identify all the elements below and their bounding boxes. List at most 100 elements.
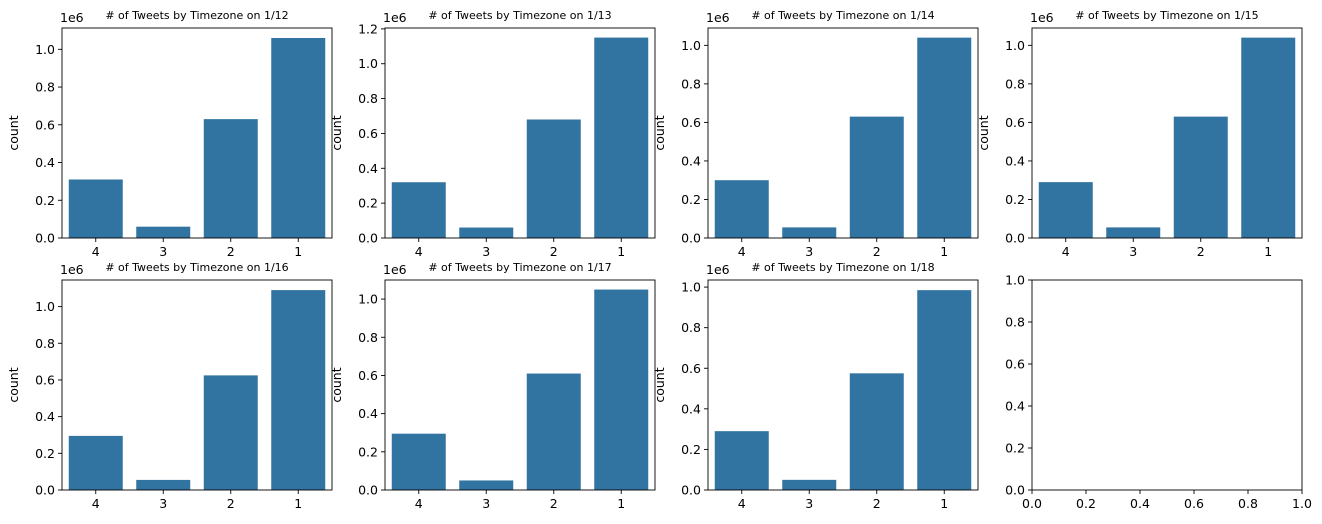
- x-tick-label: 0.8: [1238, 496, 1258, 511]
- y-tick-label: 0.2: [35, 193, 55, 208]
- y-tick-label: 0.0: [681, 483, 701, 498]
- y-tick-label: 1.0: [1005, 273, 1025, 288]
- y-tick-label: 0.2: [681, 442, 701, 457]
- x-tick-label: 1: [940, 244, 948, 259]
- y-tick-label: 0.4: [1005, 399, 1025, 414]
- x-tick-label: 0.0: [1022, 496, 1042, 511]
- y-axis-label: count: [652, 115, 667, 150]
- y-tick-label: 0.6: [681, 361, 701, 376]
- subplot: 0.0 0.2 0.4 0.6 0.8 1.0 4 3 2 1 count 1e6 # of Tweet…: [6, 9, 333, 259]
- y-tick-label: 0.8: [681, 320, 701, 335]
- y-tick-label: 0.4: [358, 406, 378, 421]
- y-tick-label: 0.6: [681, 115, 701, 130]
- y-tick-label: 0.0: [358, 483, 378, 498]
- x-tick-label: 3: [805, 244, 813, 259]
- y-tick-label: 1.0: [1005, 38, 1025, 53]
- y-offset-label: 1e6: [706, 10, 730, 25]
- y-tick-label: 0.4: [681, 153, 701, 168]
- x-tick-label: 4: [92, 244, 100, 259]
- y-tick-label: 0.2: [358, 444, 378, 459]
- bar: [714, 431, 769, 490]
- y-tick-label: 1.0: [35, 299, 55, 314]
- y-axis-label: count: [329, 367, 344, 402]
- bar: [271, 290, 326, 490]
- bar: [459, 227, 514, 238]
- y-tick-label: 1.0: [358, 292, 378, 307]
- x-tick-label: 1: [940, 496, 948, 511]
- y-offset-label: 1e6: [1030, 10, 1054, 25]
- x-tick-label: 1: [294, 244, 302, 259]
- y-offset-label: 1e6: [706, 262, 730, 277]
- bar: [917, 37, 972, 238]
- plot-title: # of Tweets by Timezone on 1/16: [105, 261, 288, 274]
- bar: [391, 182, 446, 238]
- y-axis-label: count: [976, 115, 991, 150]
- subplot: 0.0 0.2 0.4 0.6 0.8 1.0 4 3 2 1 count 1e6 # of Tweet…: [652, 9, 979, 259]
- y-axis-label: count: [6, 115, 21, 150]
- axes-frame: [1031, 27, 1303, 239]
- plot-title: # of Tweets by Timezone on 1/15: [1075, 9, 1258, 22]
- x-tick-label: 4: [415, 496, 423, 511]
- axes-frame: [384, 279, 656, 491]
- bar: [714, 180, 769, 238]
- y-axis-label: count: [652, 367, 667, 402]
- x-tick-label: 3: [805, 496, 813, 511]
- x-tick-label: 2: [1197, 244, 1205, 259]
- y-tick-label: 0.6: [358, 368, 378, 383]
- axes-frame: [61, 279, 333, 491]
- axes-frame: [61, 27, 333, 239]
- x-tick-label: 2: [227, 496, 235, 511]
- subplot: 0.0 0.2 0.4 0.6 0.8 1.0 1.2 4 3 2 1 count 1e6 # of Tw…: [329, 9, 656, 259]
- x-tick-label: 0.2: [1076, 496, 1096, 511]
- y-offset-label: 1e6: [60, 262, 84, 277]
- x-tick-label: 3: [1129, 244, 1137, 259]
- subplot: 0.0 0.2 0.4 0.6 0.8 1.0 4 3 2 1 count 1e6 # of Tweet…: [329, 261, 656, 511]
- y-tick-label: 0.2: [358, 196, 378, 211]
- x-tick-label: 4: [92, 496, 100, 511]
- y-tick-label: 1.0: [358, 56, 378, 71]
- bar: [917, 290, 972, 490]
- y-tick-label: 0.4: [1005, 153, 1025, 168]
- x-tick-label: 0.4: [1130, 496, 1150, 511]
- bar: [1038, 182, 1093, 238]
- x-tick-label: 1: [294, 496, 302, 511]
- bar: [68, 179, 123, 238]
- bar: [391, 433, 446, 490]
- y-tick-label: 0.8: [1005, 315, 1025, 330]
- y-axis-label: count: [6, 367, 21, 402]
- x-tick-label: 4: [415, 244, 423, 259]
- bar: [136, 479, 191, 490]
- plot-title: # of Tweets by Timezone on 1/18: [751, 261, 934, 274]
- y-tick-label: 0.4: [35, 409, 55, 424]
- bar: [459, 480, 514, 490]
- bar: [1106, 227, 1161, 238]
- y-tick-label: 0.8: [358, 91, 378, 106]
- y-tick-label: 0.0: [35, 231, 55, 246]
- y-tick-label: 0.0: [681, 231, 701, 246]
- y-tick-label: 0.8: [1005, 76, 1025, 91]
- y-axis-label: count: [329, 115, 344, 150]
- y-tick-label: 0.6: [35, 372, 55, 387]
- x-tick-label: 4: [738, 244, 746, 259]
- y-offset-label: 1e6: [383, 262, 407, 277]
- y-tick-label: 0.8: [681, 76, 701, 91]
- bar: [849, 116, 904, 238]
- x-tick-label: 3: [159, 244, 167, 259]
- y-tick-label: 0.8: [35, 80, 55, 95]
- y-tick-label: 1.0: [681, 280, 701, 295]
- subplot: 0.0 0.2 0.4 0.6 0.8 1.0 4 3 2 1 count 1e6 # of Tweet…: [6, 261, 333, 511]
- bar: [203, 119, 258, 238]
- bar: [271, 38, 326, 238]
- plot-title: # of Tweets by Timezone on 1/12: [105, 9, 288, 22]
- x-tick-label: 3: [482, 244, 490, 259]
- x-tick-label: 1.0: [1292, 496, 1312, 511]
- y-tick-label: 0.0: [1005, 231, 1025, 246]
- subplot: 0.0 0.2 0.4 0.6 0.8 1.0 4 3 2 1 count 1e6 # of Tweet…: [976, 9, 1303, 259]
- plot-title: # of Tweets by Timezone on 1/13: [428, 9, 611, 22]
- x-tick-label: 0.6: [1184, 496, 1204, 511]
- y-tick-label: 0.0: [35, 483, 55, 498]
- bar: [136, 226, 191, 238]
- x-tick-label: 3: [159, 496, 167, 511]
- axes-frame: [1031, 279, 1303, 491]
- bar: [782, 479, 837, 490]
